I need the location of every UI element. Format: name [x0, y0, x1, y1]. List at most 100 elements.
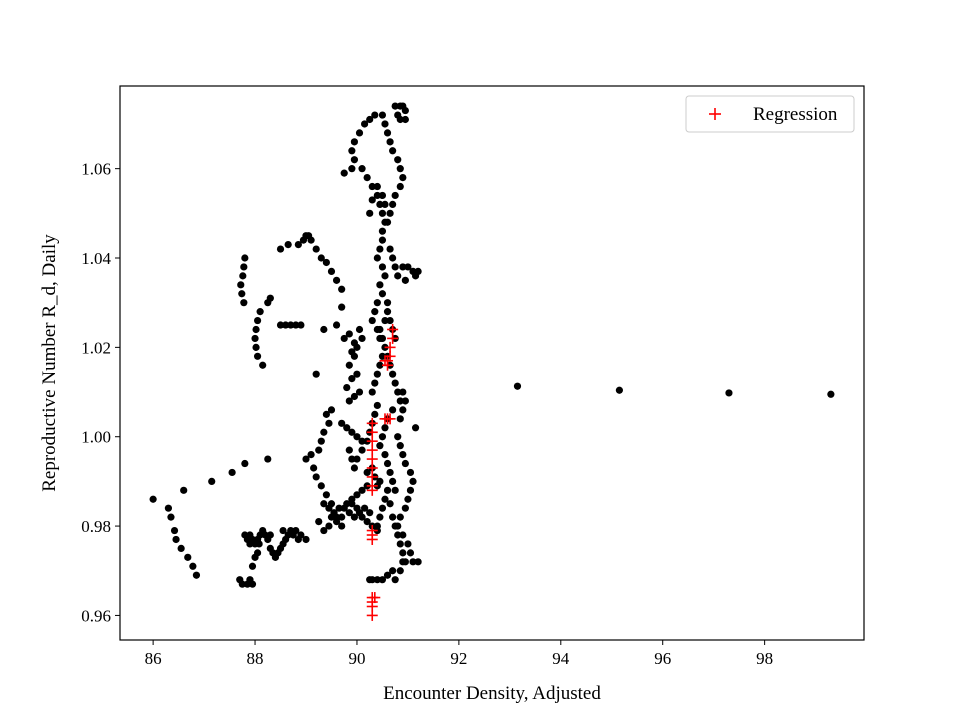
data-point	[238, 290, 246, 298]
data-point	[391, 576, 399, 584]
data-point	[396, 513, 404, 521]
data-point	[348, 165, 356, 173]
data-point	[363, 518, 371, 526]
data-point	[389, 513, 397, 521]
data-point	[297, 321, 305, 329]
data-point	[282, 321, 290, 329]
regression-point	[366, 417, 378, 429]
regression-point	[384, 413, 396, 425]
data-point	[315, 446, 323, 454]
data-point	[307, 236, 315, 244]
data-point	[386, 316, 394, 325]
data-point	[391, 191, 399, 200]
x-tick-label: 90	[348, 649, 365, 668]
y-tick-label: 1.04	[81, 249, 111, 268]
data-point	[353, 370, 361, 378]
data-point	[320, 428, 328, 436]
data-point	[279, 526, 287, 535]
data-point	[343, 424, 351, 432]
data-point	[335, 504, 343, 512]
plot-marks	[149, 102, 835, 621]
data-point	[289, 531, 297, 539]
regression-point	[366, 525, 378, 537]
data-point	[180, 486, 188, 494]
data-point	[253, 352, 262, 360]
data-point	[394, 433, 402, 441]
data-point	[386, 209, 394, 217]
data-point	[294, 535, 302, 544]
data-point	[322, 491, 330, 499]
data-point	[389, 147, 397, 155]
data-point	[396, 115, 404, 124]
data-point	[371, 379, 379, 387]
data-point	[401, 276, 409, 284]
data-point	[381, 495, 389, 503]
data-point	[252, 343, 260, 351]
data-point	[240, 263, 248, 271]
data-point	[170, 526, 179, 535]
y-tick-label: 1.02	[81, 338, 111, 357]
data-point	[315, 518, 323, 526]
data-point	[373, 576, 381, 584]
data-point	[348, 348, 356, 356]
data-point	[381, 120, 389, 128]
data-point	[368, 196, 376, 204]
data-point	[353, 455, 361, 463]
data-point	[184, 553, 192, 561]
data-point	[276, 321, 285, 329]
x-tick-label: 86	[145, 649, 162, 668]
data-point	[371, 410, 379, 418]
data-point	[389, 370, 397, 378]
data-point	[327, 267, 336, 276]
y-tick-label: 1.00	[81, 428, 111, 447]
data-point	[368, 316, 376, 325]
data-point	[320, 500, 328, 508]
data-point	[399, 549, 407, 557]
data-point	[378, 191, 387, 200]
data-point	[246, 576, 254, 584]
data-point	[399, 558, 407, 566]
data-point	[394, 531, 402, 539]
data-point	[358, 513, 366, 521]
data-point	[615, 386, 623, 394]
data-point	[322, 410, 330, 418]
data-point	[406, 486, 415, 494]
x-axis-ticks: 86 88 90 92 94 96 98	[145, 640, 773, 668]
data-point	[376, 361, 384, 369]
data-point	[338, 419, 346, 427]
data-point	[386, 500, 394, 508]
data-point	[399, 406, 407, 414]
data-point	[355, 129, 364, 137]
data-point	[348, 375, 356, 383]
data-point	[404, 263, 412, 271]
data-point	[358, 334, 366, 343]
y-tick-label: 0.98	[81, 517, 111, 536]
plot-frame	[119, 85, 865, 641]
data-point	[348, 147, 356, 155]
data-point	[389, 477, 397, 485]
data-point	[327, 500, 336, 508]
data-point	[383, 459, 392, 468]
data-point	[378, 504, 387, 512]
data-point	[164, 504, 173, 512]
data-point	[394, 388, 402, 396]
legend-box	[685, 95, 855, 133]
data-point	[409, 558, 417, 566]
data-point	[414, 267, 422, 276]
data-point	[266, 531, 274, 539]
data-point	[391, 486, 399, 494]
data-point	[361, 120, 369, 128]
data-point	[389, 406, 397, 414]
data-point	[317, 254, 325, 262]
data-point	[358, 437, 366, 445]
data-point	[396, 540, 404, 548]
data-point	[355, 388, 364, 396]
data-point	[376, 281, 384, 289]
data-point	[399, 531, 407, 539]
data-point	[246, 540, 254, 548]
data-point	[366, 509, 374, 517]
legend: Regression	[685, 95, 855, 133]
data-point	[358, 165, 366, 173]
legend-label-regression: Regression	[753, 104, 838, 125]
